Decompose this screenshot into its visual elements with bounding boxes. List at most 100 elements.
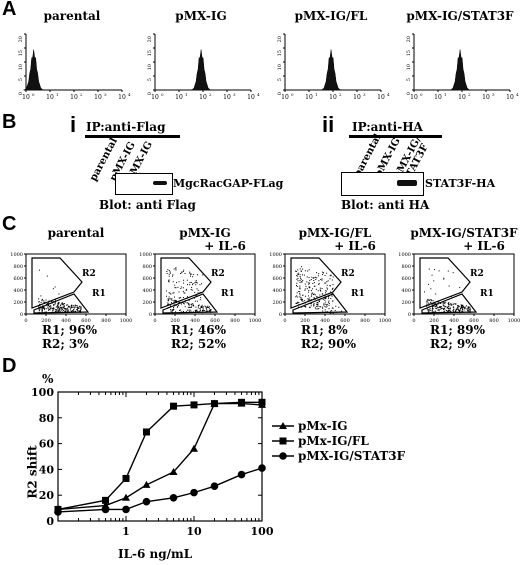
event-dot <box>174 302 176 304</box>
event-dot <box>80 308 82 310</box>
event-dot <box>40 307 42 309</box>
event-dot <box>438 270 440 272</box>
event-dot <box>455 295 457 297</box>
event-dot <box>309 307 311 309</box>
gate-label-r2: R2 <box>470 269 484 279</box>
event-dot <box>301 274 303 276</box>
event-dot <box>313 293 315 295</box>
event-dot <box>314 276 316 278</box>
event-dot <box>444 311 446 313</box>
event-dot <box>63 305 65 307</box>
dotplot-frame <box>284 253 386 315</box>
event-dot <box>322 306 324 308</box>
event-dot <box>202 307 204 309</box>
dot-y-tick-label: 400 <box>272 288 282 294</box>
event-dot <box>204 309 206 311</box>
event-dot <box>330 291 332 293</box>
event-dot <box>302 300 304 302</box>
event-dot <box>48 309 50 311</box>
event-dot <box>452 310 454 312</box>
event-dot <box>427 309 429 311</box>
gate-label-r1: R1 <box>221 289 235 299</box>
gate-label-r1: R1 <box>351 289 365 299</box>
event-dot <box>51 311 53 313</box>
event-dot <box>467 306 469 308</box>
event-dot <box>440 307 442 309</box>
event-dot <box>179 297 181 299</box>
hist-y-tick-label: 5 <box>277 78 283 81</box>
event-dot <box>201 283 203 285</box>
event-dot <box>436 308 438 310</box>
event-dot <box>439 308 441 310</box>
hist-y-tick-label: 20 <box>18 36 24 42</box>
event-dot <box>195 310 197 312</box>
event-dot <box>313 282 315 284</box>
event-dot <box>427 298 429 300</box>
event-dot <box>183 269 185 271</box>
event-dot <box>172 274 174 276</box>
event-dot <box>314 294 316 296</box>
event-dot <box>67 305 69 307</box>
event-dot <box>464 307 466 309</box>
event-dot <box>469 308 471 310</box>
event-dot <box>168 275 170 277</box>
event-dot <box>328 308 330 310</box>
event-dot <box>210 311 212 313</box>
event-dot <box>43 306 45 308</box>
event-dot <box>466 308 468 310</box>
event-dot <box>298 291 300 293</box>
event-dot <box>63 309 65 311</box>
event-dot <box>317 290 319 292</box>
event-dot <box>338 306 340 308</box>
event-dot <box>170 309 172 311</box>
event-dot <box>196 311 198 313</box>
event-dot <box>77 311 79 313</box>
event-dot <box>167 280 169 282</box>
event-dot <box>43 309 45 311</box>
event-dot <box>299 277 301 279</box>
event-dot <box>308 295 310 297</box>
event-dot <box>175 269 177 271</box>
event-dot <box>206 310 208 312</box>
event-dot <box>71 311 73 313</box>
event-dot <box>61 302 63 304</box>
event-dot <box>48 301 50 303</box>
dot-x-tick-label: 800 <box>489 318 499 324</box>
dot-y-tick-label: 600 <box>272 276 282 282</box>
histogram-title: pMX-IG/STAT3F <box>406 9 514 23</box>
event-dot <box>331 295 333 297</box>
event-dot <box>468 311 470 313</box>
event-dot <box>183 292 185 294</box>
blot-left-roman: i <box>70 112 77 137</box>
event-dot <box>205 307 207 309</box>
event-dot <box>173 302 175 304</box>
event-dot <box>304 270 306 272</box>
series-point-square <box>238 398 246 406</box>
event-dot <box>70 310 72 312</box>
event-dot <box>208 308 210 310</box>
event-dot <box>64 310 66 312</box>
event-dot <box>445 306 447 308</box>
event-dot <box>469 307 471 309</box>
event-dot <box>431 308 433 310</box>
event-dot <box>321 287 323 289</box>
event-dot <box>176 306 178 308</box>
event-dot <box>41 310 43 312</box>
event-dot <box>166 272 168 274</box>
dot-y-tick-label: 0 <box>408 312 411 318</box>
event-dot <box>76 307 78 309</box>
event-dot <box>329 278 331 280</box>
event-dot <box>318 280 320 282</box>
event-dot <box>435 303 437 305</box>
event-dot <box>301 298 303 300</box>
hist-y-tick-label: 0 <box>18 92 24 95</box>
dot-y-tick-label: 0 <box>149 312 152 318</box>
event-dot <box>314 307 316 309</box>
event-dot <box>299 293 301 295</box>
event-dot <box>182 297 184 299</box>
hist-y-tick-label: 20 <box>406 36 412 42</box>
event-dot <box>51 307 53 309</box>
event-dot <box>444 309 446 311</box>
chart-y-tick-label: 100 <box>31 386 54 399</box>
event-dot <box>171 302 173 304</box>
